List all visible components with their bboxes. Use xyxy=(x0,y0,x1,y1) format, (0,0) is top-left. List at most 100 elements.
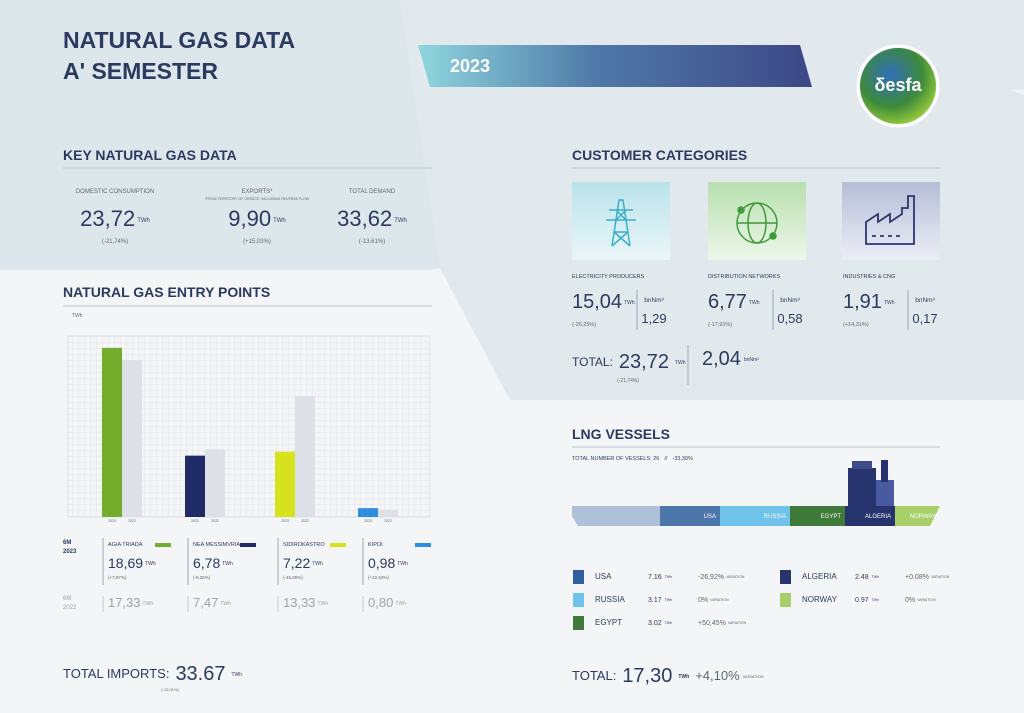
x-tick-label: 2022 xyxy=(384,519,392,523)
origin-value-part: 3.17 xyxy=(648,597,662,604)
customer-label: DISTRIBUTION NETWORKS xyxy=(708,274,780,280)
entry-value-prev-part: 0,80 xyxy=(368,595,393,610)
icon-box xyxy=(708,182,806,260)
origin-value-part: TWh xyxy=(665,598,672,602)
ship-segment xyxy=(845,506,895,526)
x-tick-label-part: 2023 xyxy=(191,519,199,523)
entry-change-part: (+22,63%) xyxy=(368,575,389,580)
entry-value-prev-part: TWh xyxy=(220,601,231,607)
customer-label-part: INDUSTRIES & CNG xyxy=(843,274,895,280)
title-part: NATURAL GAS DATA xyxy=(63,27,295,53)
x-tick-label: 2023 xyxy=(281,519,289,523)
x-tick-label: 2022 xyxy=(301,519,309,523)
bar xyxy=(295,396,315,517)
customer-label: ELECTRICITY PRODUCERS xyxy=(572,274,645,280)
customer-value-part: TWh xyxy=(749,300,760,306)
x-tick-label-part: 2023 xyxy=(108,519,116,523)
globe-icon xyxy=(736,202,778,244)
section-title: CUSTOMER CATEGORIES xyxy=(572,147,747,163)
year-part: 2023 xyxy=(450,56,490,76)
origin-name-part: NORWAY xyxy=(802,595,838,604)
kpi-note: *FROM TERRITORY OF GREECE, INCLUDING REV… xyxy=(205,197,310,201)
background-panel xyxy=(0,0,520,268)
entry-change-part: (-9,35%) xyxy=(193,575,211,580)
section-title: KEY NATURAL GAS DATA xyxy=(63,147,237,163)
ship-segment-label-part: USA xyxy=(704,514,716,520)
entry-value-prev-part: TWh xyxy=(318,601,329,607)
kpi-change-part: (-21,74%) xyxy=(102,239,128,245)
title: A' SEMESTER xyxy=(63,58,218,84)
kpi-label: EXPORTS* xyxy=(242,189,274,195)
entry-name-part: KIPOI xyxy=(368,542,383,548)
kpi-label: TOTAL DEMAND xyxy=(349,189,396,195)
x-tick-label-part: 2022 xyxy=(301,519,309,523)
entry-value-part: TWh xyxy=(145,561,156,567)
vessels-count-part: TOTAL NUMBER OF VESSELS: 26 xyxy=(572,456,659,462)
origin-value-part: TWh xyxy=(872,575,879,579)
entry-value-prev-part: TWh xyxy=(143,601,154,607)
customer-value-part: 1,91 xyxy=(843,291,882,313)
kpi-change-part: (+15,03%) xyxy=(243,239,271,245)
entry-value-prev-part: 13,33 xyxy=(283,595,316,610)
axis-label-part: TWh xyxy=(72,313,83,319)
origin-value: 0.97 TWh xyxy=(855,597,879,604)
customer-label: INDUSTRIES & CNG xyxy=(843,274,895,280)
origin-change-part: VARIATION xyxy=(726,575,745,579)
total-label-part: TOTAL IMPORTS: xyxy=(63,666,169,681)
ship-segment-label-part: EGYPT xyxy=(821,514,842,520)
total-label-part: VARIATION xyxy=(743,674,764,679)
x-tick-label: 2023 xyxy=(191,519,199,523)
origin-name-part: ALGERIA xyxy=(802,572,837,581)
bar xyxy=(122,360,142,517)
entry-value-part: 7,22 xyxy=(283,555,310,571)
bar xyxy=(205,449,225,517)
x-tick-label: 2023 xyxy=(364,519,372,523)
kpi-note-part: *FROM TERRITORY OF GREECE, INCLUDING REV… xyxy=(205,197,310,201)
entry-change: (+22,63%) xyxy=(368,575,389,580)
ship-segment-label: ALGERIA xyxy=(865,514,891,520)
x-tick-label-part: 2022 xyxy=(211,519,219,523)
origin-name: NORWAY xyxy=(802,595,838,604)
axis-label: TWh xyxy=(72,313,83,319)
total-change: (-21,74%) xyxy=(617,378,639,384)
origin-swatch xyxy=(780,593,791,607)
entry-value-part: 0,98 xyxy=(368,555,395,571)
customer-value-part: 6,77 xyxy=(708,291,747,313)
volume-value: 0,17 xyxy=(912,311,937,326)
entry-value-prev-part: TWh xyxy=(395,601,406,607)
ship-segment xyxy=(790,506,845,526)
total-volume-part: 2,04 xyxy=(702,348,741,370)
total-label-part: 17,30 xyxy=(622,665,672,687)
entry-change-part: (-45,85%) xyxy=(283,575,303,580)
entry-value-prev: 17,33 TWh xyxy=(108,595,153,610)
customer-change: (+14,31%) xyxy=(843,322,869,328)
ship-segment-label: NORWAY xyxy=(910,514,936,520)
section-title-part: CUSTOMER CATEGORIES xyxy=(572,147,747,163)
origin-change-part: VARIATION xyxy=(710,598,729,602)
customer-value-part: 15,04 xyxy=(572,291,622,313)
bar xyxy=(102,347,122,517)
factory-icon xyxy=(865,195,915,245)
total-label-part: 33.67 xyxy=(175,663,225,685)
origin-change-part: VARIATION xyxy=(931,575,950,579)
kpi-value-part: TWh xyxy=(394,218,407,224)
entry-name: NEA MESSIMVRIA xyxy=(193,542,240,548)
entry-change: (+7,87%) xyxy=(108,575,127,580)
entry-change: (-9,35%) xyxy=(193,575,211,580)
origin-value-part: TWh xyxy=(872,598,879,602)
title-part: A' SEMESTER xyxy=(63,58,218,84)
year-band xyxy=(418,45,812,87)
kpi-change: (-21,74%) xyxy=(102,239,128,245)
kpi-label: DOMESTIC CONSUMPTION xyxy=(76,189,154,195)
customer-change: (-26,25%) xyxy=(572,322,596,328)
origin-change: 0% VARIATION xyxy=(698,597,729,604)
total-label: TOTAL IMPORTS: 33.67 TWh xyxy=(63,663,242,685)
bar xyxy=(358,508,378,517)
kpi-value-part: TWh xyxy=(273,218,286,224)
entry-value-prev-part: 7,47 xyxy=(193,595,218,610)
section-title: LNG VESSELS xyxy=(572,426,670,442)
entry-name-part: NEA MESSIMVRIA xyxy=(193,542,240,548)
entry-value-part: TWh xyxy=(222,561,233,567)
section-title: NATURAL GAS ENTRY POINTS xyxy=(63,284,270,300)
